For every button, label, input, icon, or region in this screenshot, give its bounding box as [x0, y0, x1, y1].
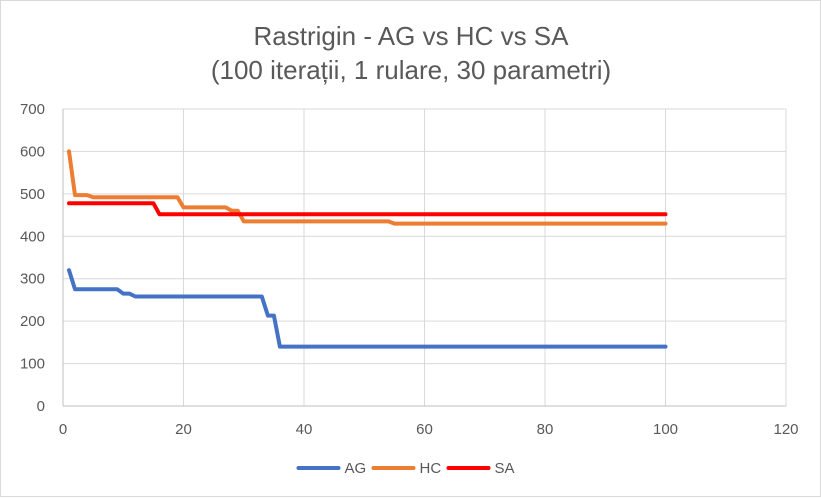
- chart-subtitle: (100 iterații, 1 rulare, 30 parametri): [211, 55, 611, 85]
- x-tick-label: 100: [653, 421, 678, 438]
- y-tick-label: 400: [20, 228, 45, 245]
- x-tick-label: 60: [416, 421, 433, 438]
- legend-label-hc: HC: [420, 460, 442, 477]
- y-tick-label: 500: [20, 186, 45, 203]
- series-line-ag: [67, 268, 668, 349]
- chart-title: Rastrigin - AG vs HC vs SA: [254, 21, 570, 51]
- x-tick-label: 0: [59, 421, 67, 438]
- gridlines: [63, 108, 787, 406]
- legend-label-ag: AG: [345, 460, 367, 477]
- x-tick-label: 120: [773, 421, 798, 438]
- x-tick-label: 40: [296, 421, 313, 438]
- legend-label-sa: SA: [495, 460, 515, 477]
- y-tick-label: 200: [20, 313, 45, 330]
- series-lines: [67, 149, 668, 349]
- y-tick-label: 300: [20, 271, 45, 288]
- legend: AG HC SA: [296, 460, 515, 477]
- y-tick-label: 0: [37, 398, 45, 415]
- series-line-sa: [67, 201, 668, 217]
- y-tick-label: 700: [20, 101, 45, 118]
- y-tick-label: 100: [20, 356, 45, 373]
- y-tick-label: 600: [20, 143, 45, 160]
- axes: 0 100 200 300 400 500 600 700 0 20 40 60 80 100 120: [20, 101, 799, 438]
- series-line-hc: [67, 149, 668, 226]
- x-tick-label: 80: [537, 421, 554, 438]
- x-tick-label: 20: [175, 421, 192, 438]
